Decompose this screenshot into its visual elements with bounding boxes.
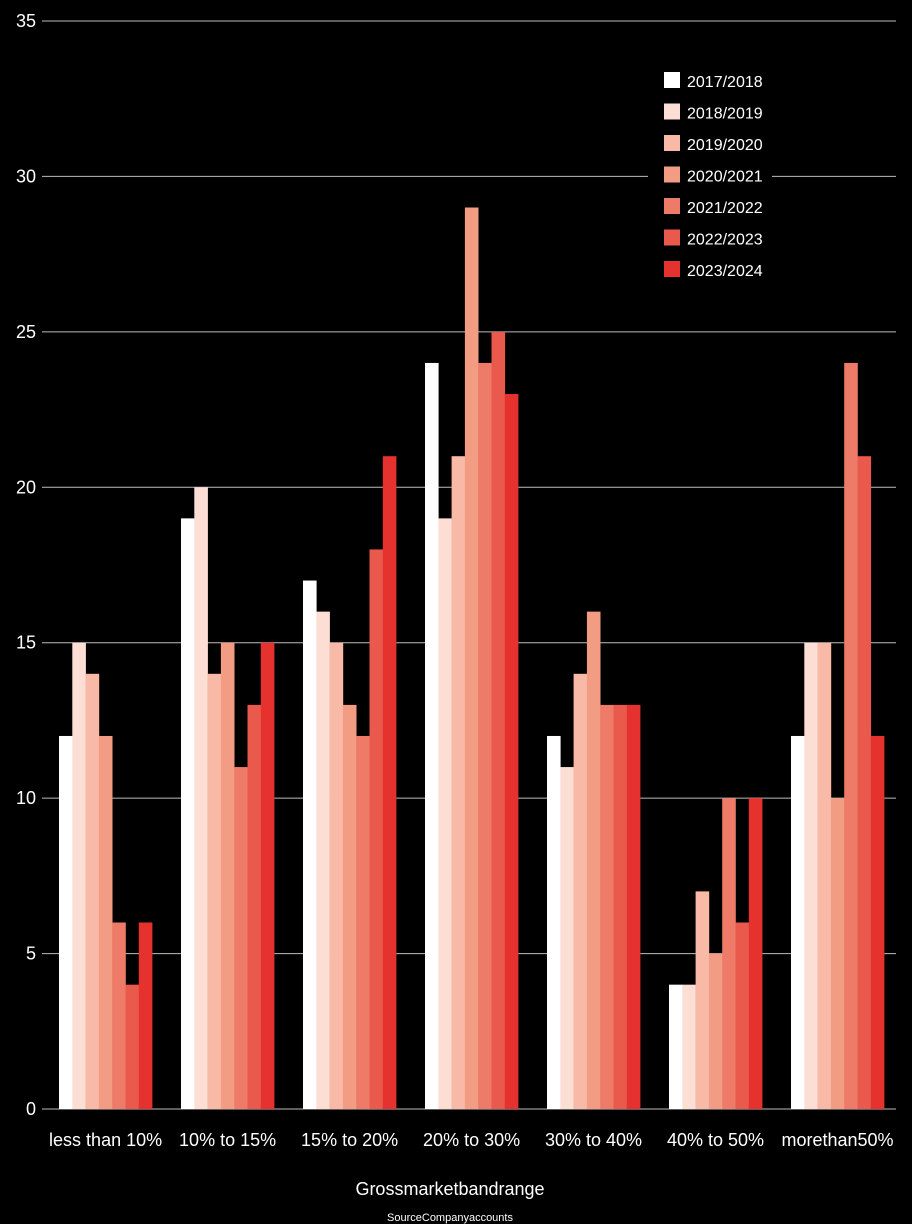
legend-swatch — [664, 261, 680, 277]
bar-2020-2021-5 — [708, 953, 723, 1109]
legend-swatch — [664, 229, 680, 246]
x-category-label: 10% to 15% — [179, 1130, 276, 1150]
bar-2019-2020-4 — [573, 673, 588, 1109]
x-category-label: 20% to 30% — [423, 1130, 520, 1150]
bar-2017-2018-3 — [425, 362, 439, 1109]
legend-label: 2021/2022 — [687, 200, 763, 217]
bar-2018-2019-0 — [72, 642, 86, 1109]
legend-label: 2018/2019 — [687, 106, 763, 123]
source-note: SourceCompanyaccounts — [387, 1212, 513, 1224]
bar-2019-2020-6 — [817, 642, 832, 1109]
bar-2022-2023-5 — [735, 922, 750, 1109]
bar-2023-2024-4 — [626, 704, 641, 1109]
bar-2017-2018-4 — [547, 735, 561, 1109]
bars — [59, 207, 885, 1109]
legend-swatch — [664, 72, 680, 88]
y-tick-label: 30 — [16, 166, 36, 186]
bar-2022-2023-1 — [247, 704, 262, 1109]
bar-2021-2022-1 — [234, 767, 248, 1109]
legend-swatch — [664, 166, 680, 183]
bar-2017-2018-6 — [791, 735, 805, 1109]
bar-2019-2020-2 — [329, 642, 344, 1109]
x-category-label: 15% to 20% — [301, 1130, 398, 1150]
y-tick-label: 10 — [16, 788, 36, 808]
legend-label: 2019/2020 — [687, 137, 763, 154]
bar-2022-2023-6 — [857, 456, 872, 1109]
x-axis-categories: less than 10% 10% to 15% 15% to 20% 20% to … — [49, 1130, 893, 1150]
bar-2020-2021-6 — [830, 798, 845, 1109]
bar-2023-2024-2 — [382, 456, 397, 1109]
legend-swatch — [664, 103, 680, 120]
legend: 2017/2018 2018/2019 2019/2020 2020/2021 2021… — [648, 62, 772, 290]
bar-2018-2019-1 — [194, 487, 208, 1109]
legend-label: 2022/2023 — [687, 232, 763, 249]
bar-2018-2019-2 — [316, 611, 330, 1109]
x-category-label: 40% to 50% — [667, 1130, 764, 1150]
bar-2022-2023-0 — [125, 984, 140, 1109]
bar-2023-2024-3 — [504, 394, 519, 1109]
bar-2023-2024-1 — [260, 642, 275, 1109]
legend-swatch — [664, 198, 680, 214]
bar-2017-2018-5 — [669, 984, 683, 1109]
y-tick-label: 20 — [16, 477, 36, 497]
bar-2021-2022-2 — [356, 735, 370, 1109]
x-category-label: morethan50% — [781, 1130, 893, 1150]
x-category-label: 30% to 40% — [545, 1130, 642, 1150]
bar-2022-2023-4 — [613, 704, 628, 1109]
bar-2021-2022-6 — [844, 362, 858, 1109]
bar-2022-2023-2 — [369, 549, 384, 1109]
legend-label: 2020/2021 — [687, 169, 763, 186]
legend-label: 2017/2018 — [687, 74, 763, 91]
x-category-label: less than 10% — [49, 1130, 162, 1150]
bar-2020-2021-0 — [98, 735, 113, 1109]
bar-2020-2021-4 — [586, 611, 601, 1109]
bar-2018-2019-6 — [804, 642, 818, 1109]
bar-2022-2023-3 — [491, 331, 506, 1109]
y-tick-label: 0 — [26, 1099, 36, 1119]
bar-2020-2021-3 — [464, 207, 479, 1109]
legend-label: 2023/2024 — [687, 263, 763, 280]
bar-2021-2022-4 — [600, 704, 614, 1109]
bar-2019-2020-5 — [695, 891, 710, 1109]
bar-2018-2019-4 — [560, 767, 574, 1109]
bar-2021-2022-5 — [722, 798, 736, 1109]
y-tick-label: 15 — [16, 633, 36, 653]
bar-2019-2020-1 — [207, 673, 222, 1109]
bar-2020-2021-1 — [220, 642, 235, 1109]
bar-2019-2020-0 — [85, 673, 100, 1109]
bar-2017-2018-0 — [59, 735, 73, 1109]
bar-2023-2024-0 — [138, 922, 153, 1109]
bar-2023-2024-6 — [870, 735, 885, 1109]
legend-swatch — [664, 135, 680, 151]
y-tick-label: 5 — [26, 944, 36, 964]
x-axis-label: Grossmarketbandrange — [355, 1179, 544, 1199]
y-tick-label: 25 — [16, 322, 36, 342]
y-tick-label: 35 — [16, 11, 36, 31]
bar-2018-2019-3 — [438, 518, 452, 1109]
bar-2021-2022-0 — [112, 922, 126, 1109]
bar-2017-2018-2 — [303, 580, 317, 1109]
bar-2019-2020-3 — [451, 456, 466, 1109]
bar-2017-2018-1 — [181, 518, 195, 1109]
bar-2023-2024-5 — [748, 798, 763, 1109]
bar-2020-2021-2 — [342, 704, 357, 1109]
y-axis-ticks: 0 5 10 15 20 25 30 35 — [16, 11, 36, 1119]
bar-2018-2019-5 — [682, 984, 696, 1109]
bar-2021-2022-3 — [478, 362, 492, 1109]
